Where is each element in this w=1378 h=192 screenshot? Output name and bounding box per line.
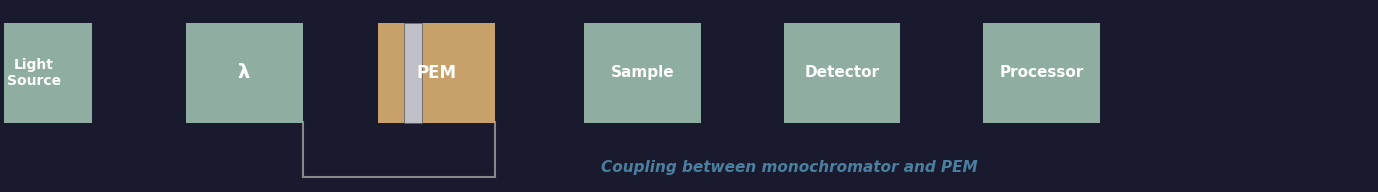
Text: Detector: Detector [805,65,879,80]
FancyBboxPatch shape [378,23,495,123]
FancyBboxPatch shape [404,23,422,123]
FancyBboxPatch shape [584,23,701,123]
FancyBboxPatch shape [784,23,900,123]
Text: PEM: PEM [416,64,456,82]
FancyBboxPatch shape [186,23,303,123]
Text: Processor: Processor [999,65,1083,80]
Text: Light
Source: Light Source [7,58,61,88]
FancyBboxPatch shape [983,23,1100,123]
FancyBboxPatch shape [0,23,92,123]
Text: λ: λ [238,64,251,82]
Text: Sample: Sample [610,65,674,80]
Text: Coupling between monochromator and PEM: Coupling between monochromator and PEM [601,160,978,175]
